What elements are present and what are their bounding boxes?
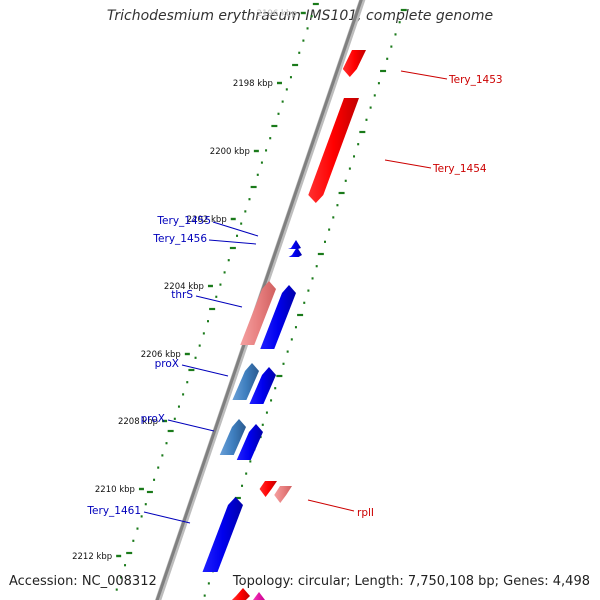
- genome-map-title: Trichodesmium erythraeum IMS101, complet…: [106, 8, 494, 24]
- gene-label: Tery_1455: [156, 215, 211, 227]
- scale-label: 2198 kbp: [233, 79, 273, 89]
- callout-line: [212, 221, 259, 237]
- gene-bottom-magenta: [250, 592, 265, 600]
- gene-small-red: [259, 481, 277, 497]
- gene-thrs: [240, 281, 276, 345]
- gene-label: Tery_1461: [86, 505, 141, 517]
- callout-line: [167, 419, 215, 432]
- accession-label: Accession: NC_008312: [9, 574, 157, 589]
- gene-label: thrS: [171, 289, 193, 301]
- callout-line: [307, 499, 355, 512]
- scale-label: 2212 kbp: [72, 552, 112, 562]
- gene-label: proX: [141, 413, 165, 425]
- gene-bottom-red: [231, 588, 250, 600]
- gene-label: Tery_1454: [432, 163, 487, 175]
- gene-label: Tery_1453: [448, 74, 503, 86]
- gene-tery-1456: [288, 247, 302, 257]
- genome-stats: Topology: circular; Length: 7,750,108 bp…: [232, 574, 590, 589]
- gene-features: [202, 50, 366, 600]
- callout-line: [181, 364, 229, 377]
- scale-label: 2204 kbp: [164, 282, 204, 292]
- gene-prox-2: [219, 419, 246, 455]
- gene-label: rplI: [357, 507, 374, 519]
- minus-strand-track: [115, 2, 319, 591]
- callout-line: [384, 159, 432, 169]
- callout-line: [195, 295, 243, 308]
- scale-label: 2202 kbp: [187, 215, 227, 225]
- gene-prox-2-partner: [236, 424, 263, 460]
- gene-callouts: Tery_1453 Tery_1454 Tery_1455 Tery_1456 thrS…: [86, 70, 503, 524]
- gene-tery-1461: [202, 497, 243, 572]
- callout-line: [400, 70, 448, 80]
- gene-prox-1: [232, 363, 259, 400]
- gene-rpli: [274, 486, 292, 503]
- scale-label: 2210 kbp: [95, 485, 135, 495]
- gene-tery-1453: [342, 50, 366, 77]
- scale-label: 2196 kbp: [257, 9, 297, 19]
- scale-label: 2208 kbp: [118, 417, 158, 427]
- gene-label: Tery_1456: [152, 233, 207, 245]
- scale-label: 2200 kbp: [210, 147, 250, 157]
- gene-prox-1-partner: [249, 367, 276, 404]
- gene-label: proX: [155, 358, 179, 370]
- callout-line: [143, 511, 191, 524]
- callout-line: [208, 239, 257, 245]
- scale-label: 2206 kbp: [141, 350, 181, 360]
- gene-thrs-partner: [260, 285, 296, 349]
- gene-tery-1454: [308, 98, 359, 203]
- gene-tery-1455: [287, 240, 301, 249]
- scale-labels: 2196 kbp 2198 kbp 2200 kbp 2202 kbp 2204 kbp…: [72, 9, 306, 562]
